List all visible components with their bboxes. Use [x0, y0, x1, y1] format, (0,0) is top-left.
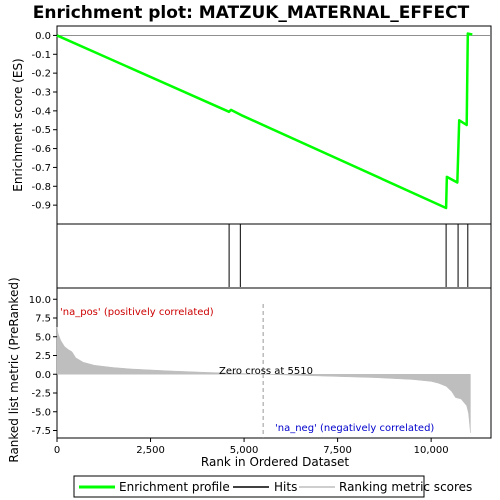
- metric-ytick-label: -5.0: [31, 407, 51, 418]
- es-ytick-label: 0.0: [35, 31, 51, 42]
- chart-title: Enrichment plot: MATZUK_MATERNAL_EFFECT: [33, 3, 470, 23]
- es-ytick-label: -0.9: [31, 201, 51, 212]
- metric-panel: 10.0 7.5 5.0 2.5 0.0 -2.5 -5.0 -7.5 'na_pos' (p…: [29, 287, 492, 439]
- neg-correlated-label: 'na_neg' (negatively correlated): [275, 423, 434, 434]
- x-axis-label: Rank in Ordered Dataset: [201, 455, 349, 469]
- es-ytick-label: -0.1: [31, 50, 51, 61]
- es-ytick-label: -0.6: [31, 144, 51, 155]
- es-ytick-label: -0.7: [31, 163, 51, 174]
- metric-ytick-label: -2.5: [31, 389, 51, 400]
- es-ytick-label: -0.5: [31, 125, 51, 136]
- legend: Enrichment profile Hits Ranking metric s…: [73, 475, 472, 498]
- es-ytick-label: -0.2: [31, 69, 51, 80]
- x-tick-label: 7,500: [323, 445, 352, 456]
- es-ytick-label: -0.8: [31, 182, 51, 193]
- es-panel: 0.0 -0.1 -0.2 -0.3 -0.4 -0.5 -0.6 -0.7 -0.8 -0.9: [31, 25, 492, 225]
- metric-ytick-label: 5.0: [35, 332, 51, 343]
- x-tick-label: 2,500: [136, 445, 165, 456]
- zero-cross-label: Zero cross at 5510: [219, 366, 313, 377]
- legend-label-metric: Ranking metric scores: [339, 480, 472, 494]
- es-panel-frame: [56, 25, 492, 225]
- metric-ylabel: Ranked list metric (PreRanked): [7, 277, 21, 462]
- legend-label-enrichment: Enrichment profile: [119, 480, 230, 494]
- x-tick-label: 10,000: [414, 445, 449, 456]
- es-ytick-label: -0.4: [31, 106, 51, 117]
- metric-ytick-label: 2.5: [35, 351, 51, 362]
- es-ylabel: Enrichment score (ES): [11, 58, 25, 191]
- hits-panel-frame: [56, 223, 492, 289]
- pos-correlated-label: 'na_pos' (positively correlated): [60, 307, 214, 318]
- legend-label-hits: Hits: [274, 480, 297, 494]
- metric-panel-frame: [56, 287, 492, 439]
- es-ytick-label: -0.3: [31, 88, 51, 99]
- metric-ytick-label: -7.5: [31, 426, 51, 437]
- metric-ytick-label: 7.5: [35, 314, 51, 325]
- x-tick-label: 0: [54, 445, 60, 456]
- enrichment-profile-line: [56, 32, 473, 210]
- metric-ytick-label: 10.0: [29, 295, 51, 306]
- x-tick-label: 5,000: [230, 445, 259, 456]
- metric-ytick-label: 0.0: [35, 370, 51, 381]
